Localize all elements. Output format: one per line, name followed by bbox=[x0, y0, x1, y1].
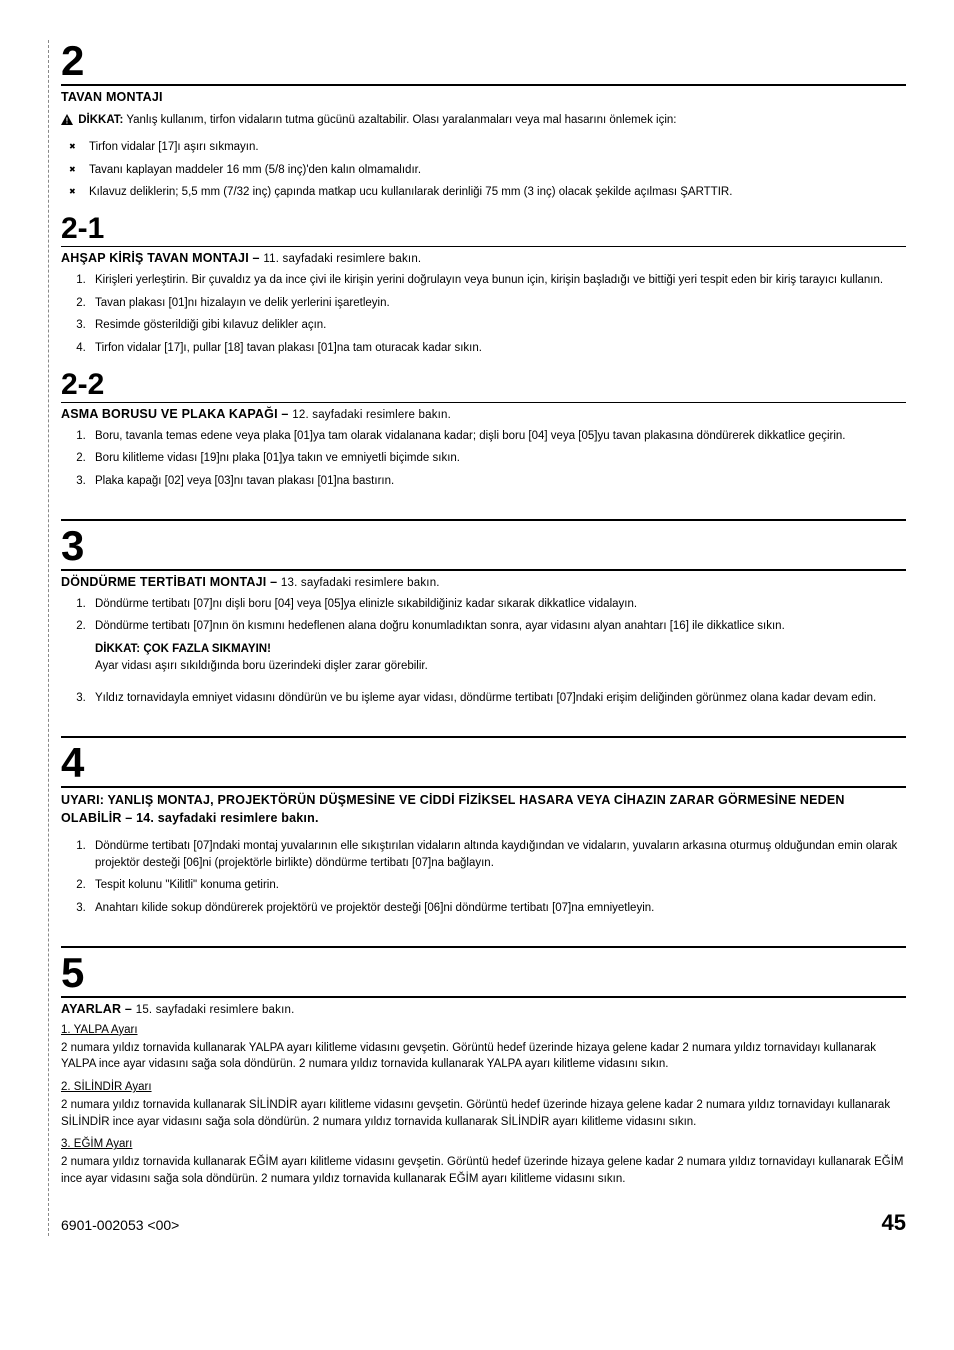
page-number: 45 bbox=[882, 1210, 906, 1236]
title-note: 13. sayfadaki resimlere bakın. bbox=[281, 577, 440, 589]
section-3: 3 DÖNDÜRME TERTİBATI MONTAJI – 13. sayfa… bbox=[61, 525, 906, 710]
title-note: 11. sayfadaki resimlere bakın. bbox=[263, 253, 421, 265]
numbered-list: Boru, tavanla temas edene veya plaka [01… bbox=[61, 425, 906, 493]
section-number: 2-2 bbox=[61, 370, 906, 400]
warning-text: Yanlış kullanım, tirfon vidaların tutma … bbox=[123, 114, 676, 126]
section-title: AYARLAR – 15. sayfadaki resimlere bakın. bbox=[61, 1002, 906, 1016]
title-note: 12. sayfadaki resimlere bakın. bbox=[292, 409, 451, 421]
divider bbox=[61, 786, 906, 788]
list-item: Plaka kapağı [02] veya [03]nı tavan plak… bbox=[89, 470, 906, 493]
list-item: Tavanı kaplayan maddeler 16 mm (5/8 inç)… bbox=[89, 159, 906, 182]
divider bbox=[61, 84, 906, 86]
section-title: DÖNDÜRME TERTİBATI MONTAJI – 13. sayfada… bbox=[61, 575, 906, 589]
adjustment-body: 2 numara yıldız tornavida kullanarak EĞİ… bbox=[61, 1154, 906, 1187]
section-5: 5 AYARLAR – 15. sayfadaki resimlere bakı… bbox=[61, 952, 906, 1188]
adjustment-body: 2 numara yıldız tornavida kullanarak YAL… bbox=[61, 1040, 906, 1073]
title-main: ASMA BORUSU VE PLAKA KAPAĞI – bbox=[61, 407, 292, 421]
list-item: Kılavuz deliklerin; 5,5 mm (7/32 inç) ça… bbox=[89, 181, 906, 204]
list-item: Anahtarı kilide sokup döndürerek projekt… bbox=[89, 897, 906, 920]
doc-number: 6901-002053 <00> bbox=[61, 1217, 179, 1233]
section-title: UYARI: YANLIŞ MONTAJ, PROJEKTÖRÜN DÜŞMES… bbox=[61, 792, 906, 827]
list-item: Boru kilitleme vidası [19]nı plaka [01]y… bbox=[89, 447, 906, 470]
title-main: AHŞAP KİRİŞ TAVAN MONTAJI – bbox=[61, 251, 263, 265]
list-item: Resimde gösterildiği gibi kılavuz delikl… bbox=[89, 314, 906, 337]
adjustment-body: 2 numara yıldız tornavida kullanarak SİL… bbox=[61, 1097, 906, 1130]
list-item: Kirişleri yerleştirin. Bir çuvaldız ya d… bbox=[89, 269, 906, 292]
title-main: DÖNDÜRME TERTİBATI MONTAJI – bbox=[61, 575, 281, 589]
section-title: TAVAN MONTAJI bbox=[61, 90, 906, 104]
inner-warn-body: Ayar vidası aşırı sıkıldığında boru üzer… bbox=[95, 658, 906, 675]
numbered-list: Döndürme tertibatı [07]ndaki montaj yuva… bbox=[61, 835, 906, 920]
list-item: Tirfon vidalar [17]ı aşırı sıkmayın. bbox=[89, 136, 906, 159]
title-main: AYARLAR – bbox=[61, 1002, 136, 1016]
adjustment-head: 1. YALPA Ayarı bbox=[61, 1024, 906, 1036]
list-item: Tavan plakası [01]nı hizalayın ve delik … bbox=[89, 292, 906, 315]
section-number: 3 bbox=[61, 525, 906, 567]
section-number: 5 bbox=[61, 952, 906, 994]
list-item: Boru, tavanla temas edene veya plaka [01… bbox=[89, 425, 906, 448]
numbered-list: Döndürme tertibatı [07]nı dişli boru [04… bbox=[61, 593, 906, 710]
list-item: Döndürme tertibatı [07]ndaki montaj yuva… bbox=[89, 835, 906, 874]
section-4: 4 UYARI: YANLIŞ MONTAJ, PROJEKTÖRÜN DÜŞM… bbox=[61, 742, 906, 920]
divider bbox=[61, 569, 906, 571]
divider bbox=[61, 402, 906, 403]
divider bbox=[61, 946, 906, 948]
section-title: ASMA BORUSU VE PLAKA KAPAĞI – 12. sayfad… bbox=[61, 407, 906, 421]
list-item: Döndürme tertibatı [07]nın ön kısmını he… bbox=[89, 615, 906, 677]
divider bbox=[61, 246, 906, 247]
bullet-list: Tirfon vidalar [17]ı aşırı sıkmayın. Tav… bbox=[61, 136, 906, 204]
section-2: 2 TAVAN MONTAJI ! DİKKAT: Yanlış kullanı… bbox=[61, 40, 906, 204]
divider bbox=[61, 519, 906, 521]
divider bbox=[61, 736, 906, 738]
page-footer: 6901-002053 <00> 45 bbox=[61, 1210, 906, 1236]
section-number: 4 bbox=[61, 742, 906, 784]
inner-warning: DİKKAT: ÇOK FAZLA SIKMAYIN! Ayar vidası … bbox=[95, 641, 906, 674]
list-item: Tirfon vidalar [17]ı, pullar [18] tavan … bbox=[89, 337, 906, 360]
divider bbox=[61, 996, 906, 998]
adjustment-head: 2. SİLİNDİR Ayarı bbox=[61, 1081, 906, 1093]
list-item: Tespit kolunu "Kilitli" konuma getirin. bbox=[89, 874, 906, 897]
warning-icon: ! bbox=[61, 114, 73, 128]
section-2-2: 2-2 ASMA BORUSU VE PLAKA KAPAĞI – 12. sa… bbox=[61, 370, 906, 493]
inner-warn-title: DİKKAT: ÇOK FAZLA SIKMAYIN! bbox=[95, 641, 906, 658]
page-content: 2 TAVAN MONTAJI ! DİKKAT: Yanlış kullanı… bbox=[48, 40, 906, 1236]
numbered-list: Kirişleri yerleştirin. Bir çuvaldız ya d… bbox=[61, 269, 906, 360]
warning-line: ! DİKKAT: Yanlış kullanım, tirfon vidala… bbox=[61, 114, 906, 128]
svg-text:!: ! bbox=[66, 117, 69, 126]
section-2-1: 2-1 AHŞAP KİRİŞ TAVAN MONTAJI – 11. sayf… bbox=[61, 214, 906, 360]
section-title: AHŞAP KİRİŞ TAVAN MONTAJI – 11. sayfadak… bbox=[61, 251, 906, 265]
adjustment-head: 3. EĞİM Ayarı bbox=[61, 1138, 906, 1150]
section-number: 2-1 bbox=[61, 214, 906, 244]
item-text: Döndürme tertibatı [07]nın ön kısmını he… bbox=[95, 620, 785, 632]
section-number: 2 bbox=[61, 40, 906, 82]
list-item: Yıldız tornavidayla emniyet vidasını dön… bbox=[89, 687, 906, 710]
warning-label: DİKKAT: bbox=[78, 114, 123, 126]
list-item: Döndürme tertibatı [07]nı dişli boru [04… bbox=[89, 593, 906, 616]
title-note: 15. sayfadaki resimlere bakın. bbox=[136, 1004, 295, 1016]
